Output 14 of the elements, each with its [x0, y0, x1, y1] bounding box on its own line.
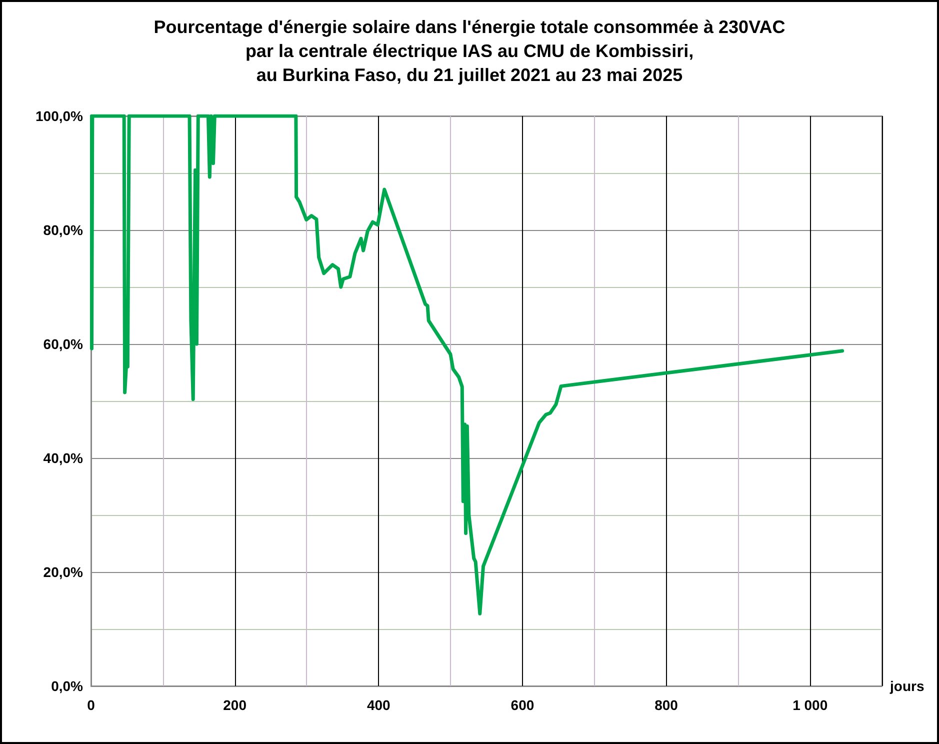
- y-tick-label: 80,0%: [43, 222, 84, 238]
- x-tick-label: 200: [223, 697, 247, 713]
- x-tick-label: 800: [654, 697, 678, 713]
- y-tick-label: 60,0%: [43, 336, 84, 352]
- y-tick-label: 0,0%: [51, 678, 84, 694]
- x-tick-label: 1 000: [792, 697, 828, 713]
- x-axis-title: jours: [889, 678, 924, 694]
- x-tick-label: 0: [87, 697, 96, 713]
- y-tick-label: 40,0%: [43, 450, 84, 466]
- x-tick-label: 600: [510, 697, 534, 713]
- y-tick-label: 100,0%: [36, 108, 84, 124]
- y-tick-label: 20,0%: [43, 564, 84, 580]
- chart-title: Pourcentage d'énergie solaire dans l'énergie totale consommée à 230VAC par la centrale électrique IAS au CMU de Kombissiri, au Burkina Faso, du 21 juillet 2021 au 23 mai 2025: [154, 17, 786, 85]
- x-tick-label: 400: [366, 697, 391, 713]
